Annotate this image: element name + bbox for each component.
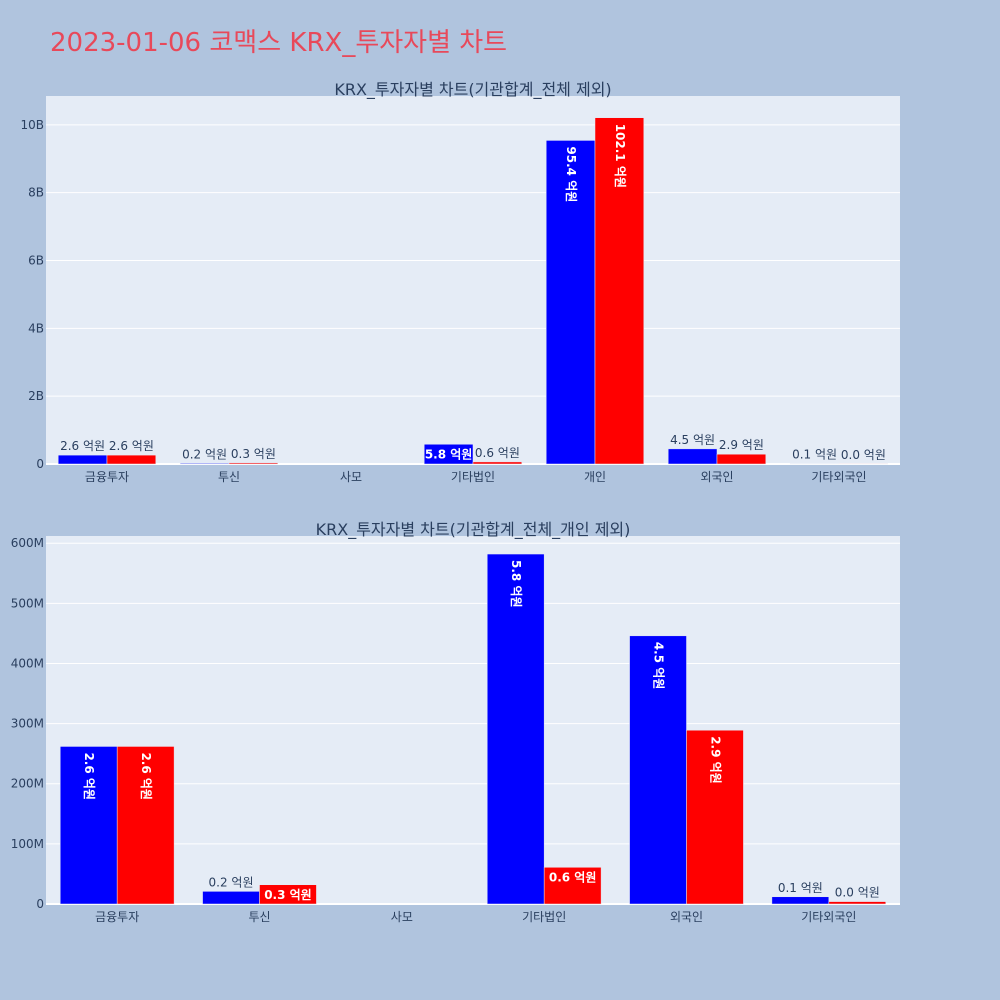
data-label: 0.2 억원 <box>182 447 227 461</box>
chart-title: KRX_투자자별 차트(기관합계_전체 제외) <box>334 80 611 100</box>
bar <box>259 884 317 905</box>
y-tick-label: 500M <box>11 596 44 610</box>
data-label: 95.4 억원 <box>564 146 578 202</box>
plot-area <box>46 536 900 904</box>
bar <box>486 553 545 905</box>
x-tick-label: 금융투자 <box>85 470 129 484</box>
data-label: 0.6 억원 <box>475 446 520 460</box>
data-label: 4.5 억원 <box>652 642 666 690</box>
y-tick-label: 100M <box>11 837 44 851</box>
chart-title: KRX_투자자별 차트(기관합계_전체_개인 제외) <box>316 520 631 540</box>
bar <box>543 867 602 905</box>
chart-top: KRX_투자자별 차트(기관합계_전체 제외) 0 2B 4B 6B 8B 10B 금융투자 2… <box>20 80 900 484</box>
data-label: 102.1 억원 <box>613 124 627 188</box>
y-tick-label: 300M <box>11 717 44 731</box>
bar <box>716 453 767 465</box>
data-label: 2.6 억원 <box>60 439 105 453</box>
x-tick-label: 외국인 <box>670 910 703 924</box>
x-tick-label: 기타외국인 <box>811 470 866 484</box>
data-label: 2.6 억원 <box>109 439 154 453</box>
x-tick-label: 투신 <box>218 470 240 484</box>
data-label: 0.6 억원 <box>549 870 597 884</box>
bar <box>771 896 830 905</box>
bar <box>472 461 523 465</box>
y-tick-label: 10B <box>20 118 44 132</box>
plot-area <box>46 96 900 464</box>
x-tick-label: 투신 <box>248 910 270 924</box>
y-tick-label: 0 <box>36 457 44 471</box>
y-tick-label: 400M <box>11 656 44 670</box>
bar <box>228 462 279 465</box>
bar <box>59 746 118 905</box>
bar <box>686 729 744 905</box>
bar <box>629 635 687 905</box>
data-label: 4.5 억원 <box>670 433 715 447</box>
x-tick-label: 개인 <box>584 470 606 484</box>
y-tick-label: 600M <box>11 536 44 550</box>
y-tick-label: 200M <box>11 777 44 791</box>
data-label: 0.0 억원 <box>835 886 880 900</box>
data-label: 0.3 억원 <box>264 888 312 902</box>
x-tick-label: 기타법인 <box>522 910 566 924</box>
data-label: 2.9 억원 <box>719 438 764 452</box>
data-label: 2.9 억원 <box>708 736 722 784</box>
x-tick-label: 외국인 <box>700 470 733 484</box>
data-label: 2.6 억원 <box>82 752 96 800</box>
data-label: 5.8 억원 <box>425 447 473 461</box>
data-label: 0.3 억원 <box>231 447 276 461</box>
bar <box>828 901 887 905</box>
bar <box>116 746 175 905</box>
x-tick-label: 기타법인 <box>451 470 495 484</box>
bar <box>106 454 157 465</box>
bar <box>423 444 474 465</box>
data-label: 0.1 억원 <box>778 881 823 895</box>
x-tick-label: 기타외국인 <box>801 910 856 924</box>
data-label: 0.1 억원 <box>792 448 837 462</box>
data-label: 2.6 억원 <box>139 752 153 800</box>
y-tick-label: 6B <box>28 253 44 267</box>
bar <box>545 140 596 465</box>
data-label: 0.0 억원 <box>841 448 886 462</box>
x-tick-label: 금융투자 <box>95 910 139 924</box>
data-label: 0.2 억원 <box>209 875 254 889</box>
page-title: 2023-01-06 코맥스 KRX_투자자별 차트 <box>50 28 508 58</box>
y-tick-label: 0 <box>36 897 44 911</box>
bar <box>202 891 260 905</box>
y-tick-label: 8B <box>28 186 44 200</box>
x-tick-label: 사모 <box>340 470 362 484</box>
y-tick-label: 2B <box>28 389 44 403</box>
data-label: 5.8 억원 <box>509 560 523 608</box>
y-tick-label: 4B <box>28 321 44 335</box>
bar <box>594 117 645 465</box>
x-tick-label: 사모 <box>391 910 413 924</box>
